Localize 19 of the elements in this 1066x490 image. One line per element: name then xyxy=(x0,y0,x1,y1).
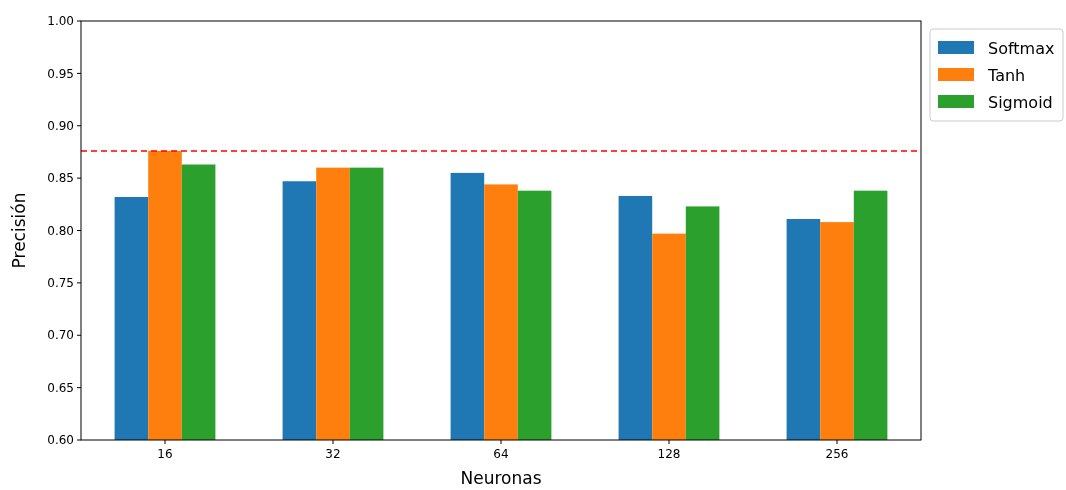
legend-label: Tanh xyxy=(987,65,1026,85)
x-tick-label: 128 xyxy=(657,447,681,461)
y-tick-label: 0.95 xyxy=(47,66,74,81)
x-tick-label: 256 xyxy=(825,447,849,461)
y-tick-label: 0.75 xyxy=(47,276,74,291)
y-tick-label: 0.60 xyxy=(47,433,74,448)
x-axis-title: Neuronas xyxy=(460,468,542,488)
y-tick-label: 0.85 xyxy=(47,171,74,186)
y-tick-label: 1.00 xyxy=(47,14,74,29)
legend-label: Sigmoid xyxy=(988,92,1053,112)
y-tick-label: 0.80 xyxy=(47,223,74,238)
x-tick-label: 16 xyxy=(157,447,173,461)
x-tick-label: 64 xyxy=(493,447,509,461)
y-axis-title: Precisión xyxy=(9,192,29,269)
y-tick-label: 0.90 xyxy=(47,118,74,133)
y-tick-label: 0.65 xyxy=(47,380,74,395)
y-tick-label: 0.70 xyxy=(47,328,74,343)
legend-label: Softmax xyxy=(988,38,1055,58)
x-tick-label: 32 xyxy=(325,447,341,461)
